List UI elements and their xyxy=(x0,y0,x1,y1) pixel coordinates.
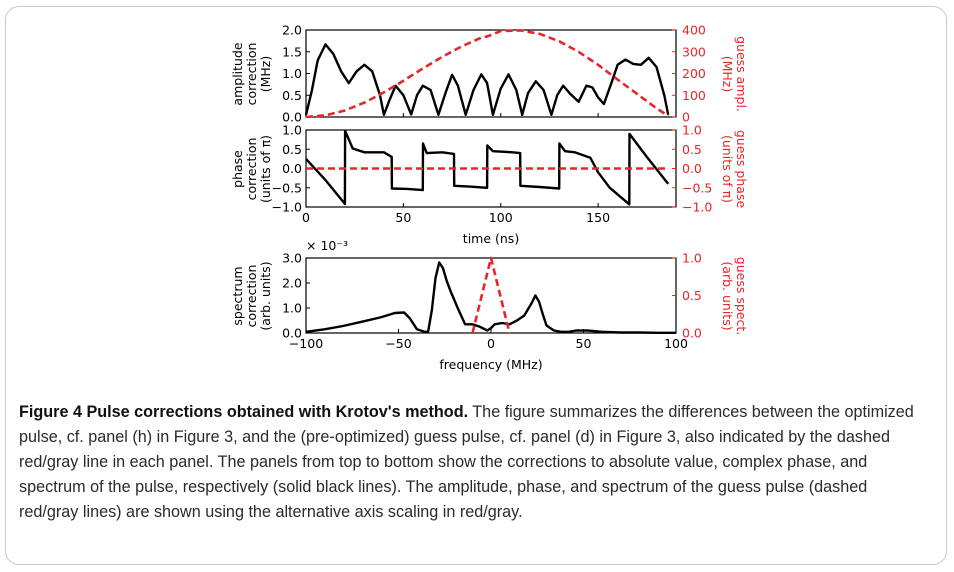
phase-xtick-label: 0 xyxy=(302,210,310,225)
amplitude-ytick-label: 2.0 xyxy=(282,23,302,38)
spectrum-correction-line xyxy=(305,261,676,334)
caption-title: Pulse corrections obtained with Krotov's… xyxy=(86,403,469,421)
phase-y2label: guess phase (units of π) xyxy=(720,130,749,209)
time-xlabel: time (ns) xyxy=(463,231,519,246)
amplitude-ytick-label: 0.5 xyxy=(282,88,302,103)
spectrum-y2tick-label: 1.0 xyxy=(682,251,702,266)
spectrum-guess-line xyxy=(471,256,511,334)
spectrum-ylabel: spectrum correction (arb. units) xyxy=(230,261,273,330)
phase-ytick-label: −0.5 xyxy=(272,180,302,195)
amplitude-y2label: guess ampl. (MHz) xyxy=(720,36,749,112)
spectrum-xtick-label: −100 xyxy=(289,336,323,351)
amplitude-correction-line xyxy=(304,43,670,117)
phase-ytick-label: 0.5 xyxy=(282,142,302,157)
phase-xtick-label: 100 xyxy=(489,210,513,225)
amplitude-y2tick-label: 200 xyxy=(682,66,706,81)
spectrum-ytick-label: 0.0 xyxy=(282,326,302,341)
figure-caption: Figure 4 Pulse corrections obtained with… xyxy=(19,400,929,525)
spectrum-xtick-label: 100 xyxy=(664,336,688,351)
spectrum-y2tick-label: 0.5 xyxy=(682,288,702,303)
spectrum-y2tick-label: 0.0 xyxy=(682,326,702,341)
phase-xtick-label: 150 xyxy=(586,210,610,225)
amplitude-guess-line xyxy=(305,29,669,119)
figure-frame xyxy=(5,6,947,565)
spectrum-ytick-label: 1.0 xyxy=(282,301,302,316)
phase-y2tick-label: 0.0 xyxy=(682,161,702,176)
amplitude-y2tick-label: 400 xyxy=(682,23,706,38)
spectrum-xtick-label: 0 xyxy=(487,336,495,351)
phase-y2tick-label: −1.0 xyxy=(682,200,712,215)
spectrum-xtick-label: −50 xyxy=(385,336,411,351)
amplitude-ylabel-line1: amplitude xyxy=(230,42,245,105)
amplitude-ytick-label: 1.0 xyxy=(282,66,302,81)
amplitude-ytick-label: 0.0 xyxy=(282,110,302,125)
spectrum-y-multiplier: × 10⁻³ xyxy=(306,238,348,253)
spectrum-ytick-label: 2.0 xyxy=(282,276,302,291)
phase-ylabel-line2: correction xyxy=(244,138,259,201)
figure-4-plot: 0.0 0.5 1.0 1.5 2.0 0 100 200 300 400 −1.0 −0.5 0.0… xyxy=(230,23,749,373)
frequency-xlabel: frequency (MHz) xyxy=(439,357,542,372)
phase-panel: −1.0 −0.5 0.0 0.5 1.0 −1.0 −0.5 0.0 0.5 1.0 0 50 100… xyxy=(272,123,713,226)
phase-ytick-label: 1.0 xyxy=(282,123,302,138)
spectrum-y2label: guess spect. (arb. units) xyxy=(720,257,749,335)
spectrum-y2label-line2: (arb. units) xyxy=(720,261,735,330)
caption-body: The figure summarizes the differences be… xyxy=(19,403,914,521)
phase-y2tick-label: −0.5 xyxy=(682,180,712,195)
phase-correction-line xyxy=(305,129,670,206)
caption-label: Figure 4 xyxy=(19,403,82,421)
phase-ylabel: phase correction (units of π) xyxy=(230,135,273,203)
phase-ylabel-line1: phase xyxy=(230,150,245,188)
amplitude-ylabel: amplitude correction (MHz) xyxy=(230,42,273,105)
amplitude-ylabel-line3: (MHz) xyxy=(258,56,273,93)
spectrum-ytick-label: 3.0 xyxy=(282,251,302,266)
spectrum-ylabel-line2: correction xyxy=(244,265,259,328)
amplitude-panel: 0.0 0.5 1.0 1.5 2.0 0 100 200 300 400 xyxy=(282,23,706,125)
amplitude-y2label-line2: (MHz) xyxy=(720,56,735,93)
amplitude-ylabel-line2: correction xyxy=(244,43,259,106)
phase-y2tick-label: 0.5 xyxy=(682,142,702,157)
amplitude-y2tick-label: 0 xyxy=(682,110,690,125)
phase-ylabel-line3: (units of π) xyxy=(258,135,273,203)
phase-ytick-label: 0.0 xyxy=(282,161,302,176)
spectrum-xtick-label: 50 xyxy=(576,336,592,351)
phase-y2tick-label: 1.0 xyxy=(682,123,702,138)
phase-y2label-line1: guess phase xyxy=(734,130,749,209)
amplitude-ytick-label: 1.5 xyxy=(282,44,302,59)
phase-ytick-label: −1.0 xyxy=(272,200,302,215)
spectrum-y2label-line1: guess spect. xyxy=(734,257,749,335)
phase-y2label-line2: (units of π) xyxy=(720,135,735,203)
amplitude-y2tick-label: 100 xyxy=(682,88,706,103)
phase-xtick-label: 50 xyxy=(395,210,411,225)
spectrum-ylabel-line1: spectrum xyxy=(230,266,245,325)
amplitude-y2label-line1: guess ampl. xyxy=(734,36,749,112)
spectrum-ylabel-line3: (arb. units) xyxy=(258,261,273,330)
spectrum-panel: 0.0 1.0 2.0 3.0 0.0 0.5 1.0 −100 −50 0 50 100 xyxy=(282,251,702,352)
amplitude-y2tick-label: 300 xyxy=(682,44,706,59)
